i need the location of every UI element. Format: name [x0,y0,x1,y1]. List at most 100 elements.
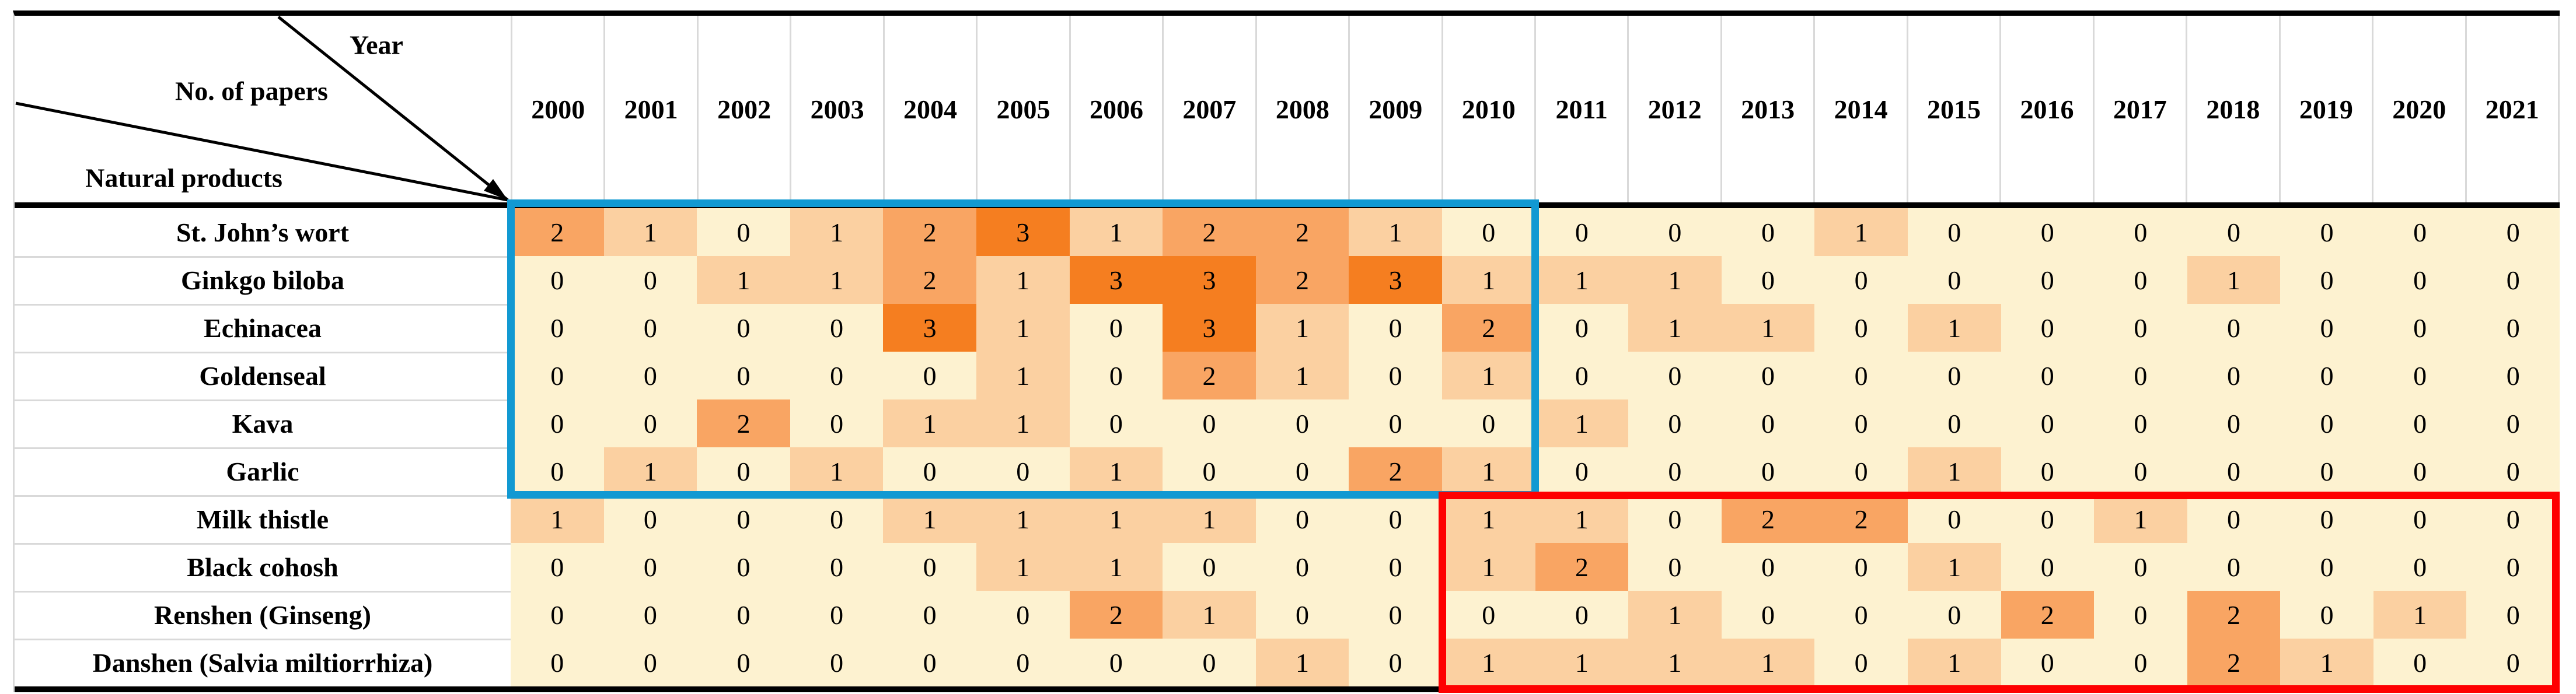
year-header-2005: 2005 [976,16,1069,202]
value-cell: 0 [790,399,884,447]
value-cell: 1 [1628,591,1722,639]
value-cell: 0 [1814,639,1908,686]
value-cell: 1 [511,495,604,543]
year-header-2018: 2018 [2186,16,2278,202]
value-cell: 0 [2187,399,2281,447]
value-cell: 0 [2001,447,2095,495]
value-cell: 0 [2280,495,2373,543]
value-cell: 0 [790,591,884,639]
value-cell: 0 [603,543,697,591]
value-cell: 1 [2373,591,2467,639]
product-label: Milk thistle [15,495,511,543]
value-cell: 0 [1069,352,1163,399]
value-cell: 0 [603,399,697,447]
value-cell: 0 [2187,543,2281,591]
value-cell: 1 [1441,447,1535,495]
year-header-2013: 2013 [1720,16,1813,202]
value-cell: 0 [2373,256,2467,304]
value-cell: 0 [511,447,604,495]
value-cell: 2 [511,208,604,256]
value-cell: 2 [2187,591,2281,639]
value-cell: 0 [1163,543,1256,591]
value-cell: 1 [1535,399,1629,447]
value-cell: 0 [1721,399,1815,447]
value-cell: 1 [976,399,1070,447]
year-header-2009: 2009 [1348,16,1441,202]
year-header-2003: 2003 [790,16,882,202]
table-body: St. John’s wort 2 1 0 1 2 3 1 2 2 1 0 0 0 0 1 0 0 0 0 0 0 0 Gin… [15,202,2560,692]
year-header-2011: 2011 [1534,16,1627,202]
value-cell: 1 [603,447,697,495]
value-cell: 1 [1814,208,1908,256]
value-cell: 0 [2466,447,2560,495]
value-cell: 0 [2466,495,2560,543]
product-row: Echinacea 0 0 0 0 3 1 0 3 1 0 2 0 1 1 0 1 0 0 0 0 0 0 [15,304,2560,352]
value-cell: 0 [1349,495,1442,543]
value-cell: 0 [1628,352,1722,399]
value-cell: 0 [1628,447,1722,495]
value-cell: 0 [511,591,604,639]
value-cell: 0 [2001,208,2095,256]
value-cell: 0 [790,639,884,686]
value-cell: 1 [790,447,884,495]
value-cell: 0 [2280,447,2373,495]
value-cell: 0 [1349,399,1442,447]
value-cell: 0 [1907,256,2001,304]
product-row: Danshen (Salvia miltiorrhiza) 0 0 0 0 0 0 0 0 1 0 1… [15,639,2560,686]
value-cell: 0 [1535,591,1629,639]
value-cell: 0 [697,591,790,639]
value-cell: 1 [883,495,976,543]
value-cell: 0 [1721,447,1815,495]
value-cell: 0 [2280,591,2373,639]
value-cell: 0 [2001,399,2095,447]
value-cell: 0 [697,208,790,256]
value-cell: 0 [790,543,884,591]
value-cell: 0 [2280,543,2373,591]
value-cell: 0 [1721,256,1815,304]
value-cell: 1 [1628,304,1722,352]
value-cell: 1 [1907,639,2001,686]
corner-papers-label: No. of papers [175,76,328,106]
value-cell: 0 [1163,639,1256,686]
value-cell: 1 [976,352,1070,399]
value-cell: 0 [883,591,976,639]
value-cell: 0 [1814,543,1908,591]
value-cell: 0 [2466,399,2560,447]
year-header-2002: 2002 [696,16,790,202]
corner-products-label: Natural products [85,163,282,193]
value-cell: 2 [2187,639,2281,686]
value-cell: 0 [603,256,697,304]
value-cell: 3 [1163,256,1256,304]
value-cell: 0 [2466,304,2560,352]
value-cell: 0 [1721,591,1815,639]
value-cell: 0 [2280,256,2373,304]
value-cell: 2 [1255,256,1349,304]
value-cell: 1 [1907,447,2001,495]
value-cell: 0 [1628,495,1722,543]
value-cell: 0 [603,639,697,686]
value-cell: 3 [1069,256,1163,304]
value-cell: 1 [697,256,790,304]
year-header-2007: 2007 [1162,16,1255,202]
value-cell: 1 [790,256,884,304]
value-cell: 1 [1255,304,1349,352]
product-label: Renshen (Ginseng) [15,591,511,639]
value-cell: 0 [1535,304,1629,352]
value-cell: 1 [1069,495,1163,543]
value-cell: 2 [1163,352,1256,399]
highlight-box-blue [507,199,1539,499]
value-cell: 0 [1069,399,1163,447]
value-cell: 0 [1255,543,1349,591]
value-cell: 0 [883,447,976,495]
value-cell: 1 [1441,352,1535,399]
value-cell: 0 [2373,208,2467,256]
value-cell: 0 [790,495,884,543]
value-cell: 0 [1814,399,1908,447]
product-label: Black cohosh [15,543,511,591]
value-cell: 0 [1349,352,1442,399]
value-cell: 0 [2001,495,2095,543]
value-cell: 1 [1535,256,1629,304]
value-cell: 0 [976,639,1070,686]
value-cell: 1 [1069,208,1163,256]
value-cell: 0 [1069,304,1163,352]
